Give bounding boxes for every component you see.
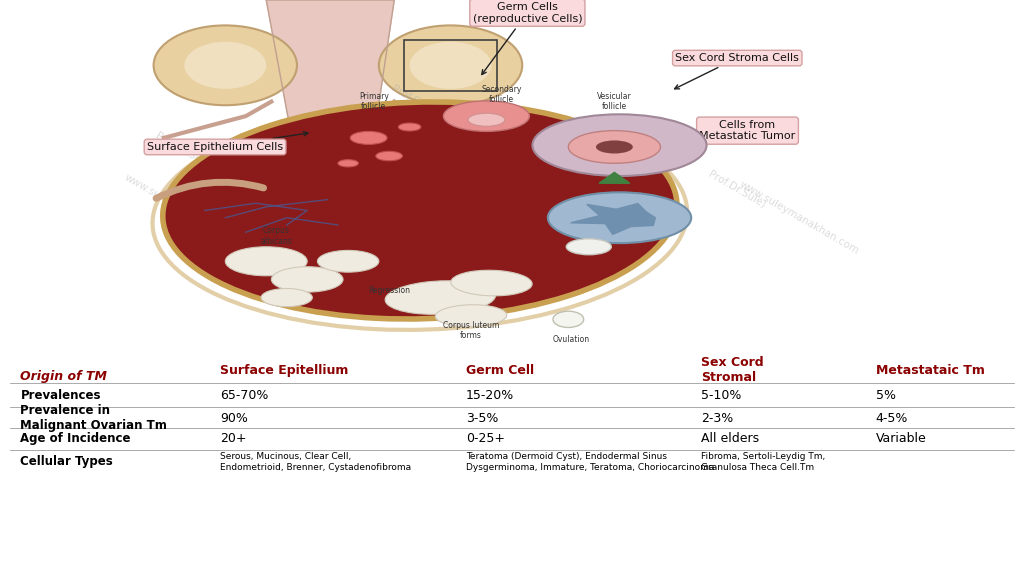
Circle shape	[596, 141, 633, 153]
Circle shape	[443, 101, 529, 131]
Text: Fibroma, Sertoli-Leydig Tm,
Granulosa Theca Cell.Tm: Fibroma, Sertoli-Leydig Tm, Granulosa Th…	[701, 452, 825, 472]
Text: Variable: Variable	[876, 432, 927, 445]
Text: Sex Cord Stroma Cells: Sex Cord Stroma Cells	[675, 53, 799, 89]
Circle shape	[350, 131, 387, 145]
Ellipse shape	[553, 311, 584, 328]
Text: Serous, Mucinous, Clear Cell,
Endometrioid, Brenner, Cystadenofibroma: Serous, Mucinous, Clear Cell, Endometrio…	[220, 452, 412, 472]
Ellipse shape	[271, 267, 343, 292]
Text: Prof.Dr.Süleyman Engin Akhan: Prof.Dr.Süleyman Engin Akhan	[155, 130, 296, 218]
Ellipse shape	[317, 251, 379, 272]
Ellipse shape	[225, 247, 307, 276]
Text: 0-25+: 0-25+	[466, 432, 505, 445]
Text: www.suleymanakhan.com: www.suleymanakhan.com	[737, 179, 860, 256]
Circle shape	[532, 114, 707, 176]
Ellipse shape	[451, 270, 532, 296]
Text: Ovulation: Ovulation	[553, 335, 590, 344]
Text: www.suleymanakhan.com: www.suleymanakhan.com	[123, 172, 246, 249]
Polygon shape	[570, 203, 655, 234]
Text: Germ Cell: Germ Cell	[466, 364, 535, 377]
Ellipse shape	[410, 41, 492, 89]
Text: Cellular Types: Cellular Types	[20, 456, 114, 468]
Text: 15-20%: 15-20%	[466, 389, 514, 403]
Ellipse shape	[435, 305, 507, 327]
Circle shape	[568, 131, 660, 164]
Ellipse shape	[385, 281, 496, 314]
Ellipse shape	[163, 102, 677, 319]
Text: Regression: Regression	[368, 286, 411, 295]
Text: Cells from
Metastatic Tumor: Cells from Metastatic Tumor	[654, 120, 796, 146]
Circle shape	[338, 160, 358, 167]
Text: 5-10%: 5-10%	[701, 389, 741, 403]
Circle shape	[548, 192, 691, 243]
Text: Prof.Dr.Süleyman Engin Akhan: Prof.Dr.Süleyman Engin Akhan	[390, 83, 531, 171]
Text: Metastataic Tm: Metastataic Tm	[876, 364, 984, 377]
Text: Prevalences: Prevalences	[20, 389, 101, 403]
Text: Age of Incidence: Age of Incidence	[20, 432, 131, 445]
Text: 4-5%: 4-5%	[876, 412, 908, 425]
Polygon shape	[266, 0, 394, 138]
Circle shape	[398, 123, 421, 131]
Ellipse shape	[184, 41, 266, 89]
Text: Secondary
follicle: Secondary follicle	[481, 85, 522, 104]
Text: Surface Epitellium: Surface Epitellium	[220, 364, 348, 377]
Text: Sex Cord
Stromal: Sex Cord Stromal	[701, 357, 764, 384]
Text: Primary
follicle: Primary follicle	[358, 92, 389, 111]
Polygon shape	[599, 172, 630, 183]
Ellipse shape	[379, 25, 522, 105]
Text: Prof.Dr.Süle): Prof.Dr.Süle)	[707, 168, 768, 209]
Text: Surface Epithelium Cells: Surface Epithelium Cells	[147, 131, 308, 152]
Text: Origin of TM: Origin of TM	[20, 370, 108, 383]
Text: Corpus
albicans: Corpus albicans	[260, 226, 293, 245]
Text: 5%: 5%	[876, 389, 896, 403]
Ellipse shape	[154, 25, 297, 105]
Text: Prevalence in
Malignant Ovarian Tm: Prevalence in Malignant Ovarian Tm	[20, 404, 167, 433]
Text: 3-5%: 3-5%	[466, 412, 499, 425]
Ellipse shape	[261, 289, 312, 306]
Text: www.suleymanakhan.com: www.suleymanakhan.com	[369, 125, 492, 202]
Text: 20+: 20+	[220, 432, 247, 445]
Circle shape	[566, 239, 611, 255]
Text: 65-70%: 65-70%	[220, 389, 268, 403]
Text: Corpus luteum
forms: Corpus luteum forms	[442, 320, 500, 340]
Text: Teratoma (Dermoid Cyst), Endodermal Sinus
Dysgerminoma, Immature, Teratoma, Chor: Teratoma (Dermoid Cyst), Endodermal Sinu…	[466, 452, 715, 472]
Text: 90%: 90%	[220, 412, 248, 425]
Text: Germ Cells
(reproductive Cells): Germ Cells (reproductive Cells)	[472, 2, 583, 74]
Text: All elders: All elders	[701, 432, 760, 445]
Text: 2-3%: 2-3%	[701, 412, 733, 425]
Circle shape	[468, 113, 505, 126]
Text: Vesicular
follicle: Vesicular follicle	[597, 92, 632, 111]
Circle shape	[376, 151, 402, 161]
FancyArrowPatch shape	[156, 182, 263, 198]
